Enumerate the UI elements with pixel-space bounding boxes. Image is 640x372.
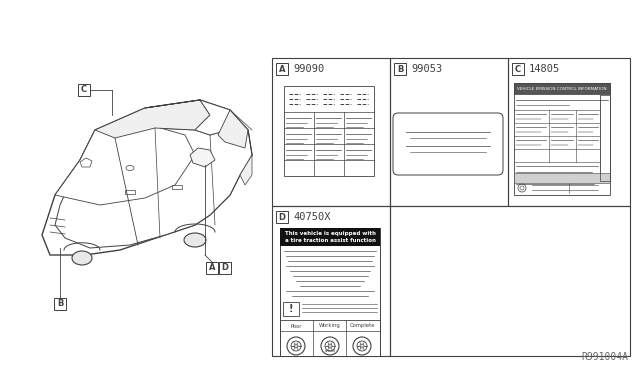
Text: !: ! [289, 304, 293, 314]
Text: Working: Working [319, 324, 341, 328]
Ellipse shape [294, 344, 298, 348]
Polygon shape [145, 100, 235, 135]
Ellipse shape [72, 251, 92, 265]
Text: 99090: 99090 [293, 64, 324, 74]
Bar [276, 211, 288, 223]
Text: Poor: Poor [291, 324, 301, 328]
Bar [283, 302, 299, 316]
Bar [284, 86, 374, 176]
Polygon shape [80, 158, 92, 167]
Bar [514, 173, 610, 183]
Text: This vehicle is equipped with: This vehicle is equipped with [285, 231, 376, 235]
Text: 40750X: 40750X [293, 212, 330, 222]
Bar [280, 228, 380, 246]
Bar [206, 262, 218, 274]
Bar [600, 95, 610, 181]
Text: small: small [324, 349, 335, 353]
Polygon shape [55, 128, 252, 248]
Text: D: D [278, 212, 285, 221]
Text: 14805: 14805 [529, 64, 560, 74]
Text: 99053: 99053 [411, 64, 442, 74]
Polygon shape [218, 110, 248, 148]
Bar [512, 63, 524, 75]
Text: B: B [397, 64, 403, 74]
Text: A: A [209, 263, 215, 273]
Bar [219, 262, 231, 274]
Bar [394, 63, 406, 75]
Ellipse shape [328, 344, 332, 348]
Ellipse shape [360, 344, 364, 348]
Bar [272, 206, 390, 356]
Polygon shape [240, 155, 252, 185]
Text: R991004A: R991004A [581, 352, 628, 362]
Bar [54, 298, 66, 310]
Text: a tire traction assist function: a tire traction assist function [285, 237, 376, 243]
Bar [78, 84, 90, 96]
Bar [125, 190, 135, 194]
Text: B: B [57, 299, 63, 308]
Bar [172, 185, 182, 189]
Bar [514, 83, 610, 94]
Bar [508, 58, 630, 206]
Polygon shape [95, 100, 210, 138]
Polygon shape [42, 100, 252, 255]
Polygon shape [190, 148, 215, 167]
Bar [272, 58, 390, 206]
Text: Complete: Complete [349, 324, 375, 328]
Bar [390, 206, 630, 356]
Bar [280, 228, 380, 356]
Text: VEHICLE EMISSION CONTROL INFORMATION: VEHICLE EMISSION CONTROL INFORMATION [517, 87, 607, 90]
Text: C: C [515, 64, 521, 74]
Text: D: D [221, 263, 228, 273]
Bar [390, 58, 508, 206]
Text: C: C [81, 86, 87, 94]
Bar [276, 63, 288, 75]
FancyBboxPatch shape [393, 113, 503, 175]
Polygon shape [55, 125, 195, 205]
Ellipse shape [184, 233, 206, 247]
Bar [514, 83, 610, 195]
Text: A: A [279, 64, 285, 74]
